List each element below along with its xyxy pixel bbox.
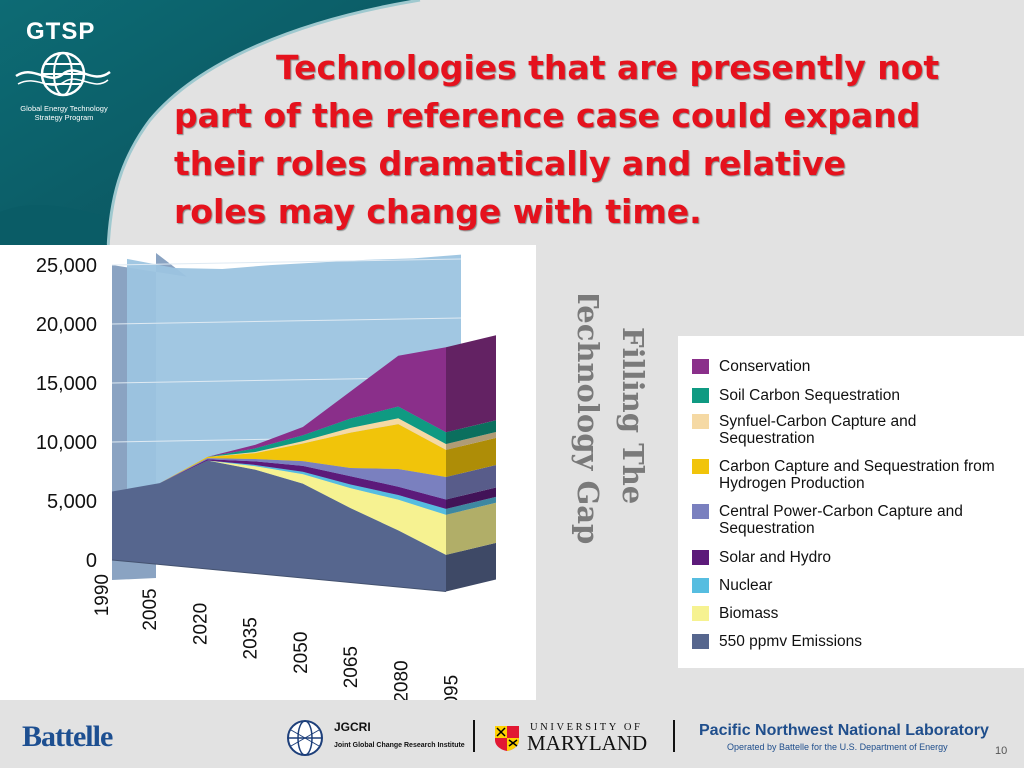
logo-subtitle-line-2: Strategy Program [34,113,94,122]
x-tick-label: 2080 [391,660,412,700]
y-tick-label: 0 [86,550,97,572]
area-side-solar-and-hydro [446,487,496,509]
legend-swatch [692,414,709,429]
side-caption-line-2: Technology Gap [571,295,605,544]
title-line-4: roles may change with time. [174,192,702,231]
footer-divider [473,720,475,752]
chart-floor-edge [111,559,447,592]
chart-legend: Conservation Soil Carbon Sequestration S… [678,336,1024,668]
legend-swatch [692,550,709,565]
legend-swatch [692,606,709,621]
y-tick-label: 5,000 [47,491,97,513]
stacked-area-chart: 0 5,000 10,000 15,000 20,000 25,000 1990 2005 20… [36,253,496,700]
legend-label: Synfuel-Carbon Capture and Sequestration [719,413,917,447]
area-side-soil-carbon-sequestration [446,420,496,444]
x-tick-label: 2065 [341,646,362,688]
x-tick-label: 1990 [92,574,113,616]
x-tick-label: 2020 [190,603,211,645]
footer-divider [673,720,675,752]
legend-label: Central Power-Carbon Capture and Sequest… [719,503,963,537]
legend-label: Biomass [719,605,779,622]
title-line-1: Technologies that are presently not [276,48,940,87]
area-side-conservation [446,335,496,433]
legend-label: Soil Carbon Sequestration [719,387,900,404]
jgcri-globe-icon [287,720,323,756]
y-tick-label: 20,000 [36,314,97,336]
x-tick-label: 2095 [442,675,463,700]
umd-university-of: UNIVERSITY OF [530,722,643,733]
legend-swatch [692,578,709,593]
logo-subtitle: Global Energy Technology Strategy Progra… [8,104,120,122]
gtsp-logo: GTSP [26,18,96,45]
legend-swatch [692,388,709,403]
area-side-biomass [446,502,496,555]
legend-label: Conservation [719,358,811,375]
legend-label: Carbon Capture and Sequestration from Hy… [719,458,995,492]
pnnl-title: Pacific Northwest National Laboratory [699,722,989,739]
x-tick-label: 2035 [241,617,262,659]
area-side-carbon-capture-and-sequestration-from-hydrogen-production [446,437,496,478]
header-swoosh [0,0,421,250]
area-series-soil-carbon-sequestration [112,406,446,492]
area-series-carbon-capture-and-sequestration-from-hydrogen-production [112,424,446,492]
x-tick-label: 2050 [291,632,312,674]
maryland-shield-icon [495,726,519,751]
y-tick-label: 10,000 [36,432,97,454]
y-tick-label: 25,000 [36,255,97,277]
slide-title: Technologies that are presently not part… [174,44,1014,236]
area-series-conservation [112,347,446,492]
area-series-biomass [112,460,446,555]
pnnl-subtitle: Operated by Battelle for the U.S. Depart… [727,742,948,752]
chart-panel: 0 5,000 10,000 15,000 20,000 25,000 1990 2005 20… [0,245,536,700]
title-line-3: their roles dramatically and relative [174,144,846,183]
area-side-synfuel-carbon-capture-and-sequestration [446,432,496,450]
jgcri-subtitle: Joint Global Change Research Institute [334,742,465,749]
battelle-logo: Battelle [22,720,113,753]
x-tick-label: 2005 [140,588,161,630]
jgcri-title: JGCRI [334,720,371,734]
legend-label: Nuclear [719,577,773,594]
page-number: 10 [995,745,1008,757]
area-side-central-power-carbon-capture-and-sequestration [446,465,496,500]
umd-maryland: MARYLAND [527,731,648,755]
legend-swatch [692,634,709,649]
area-side-550-ppmv-emissions [446,542,496,592]
legend-swatch [692,459,709,474]
title-line-2: part of the reference case could expand [174,96,921,135]
logo-subtitle-line-1: Global Energy Technology [20,104,108,113]
legend-swatch [692,504,709,519]
side-caption-line-1: Filling The [616,327,650,504]
area-series-central-power-carbon-capture-and-sequestration [112,458,446,500]
area-series-550-ppmv-emissions [112,460,446,592]
legend-label: Solar and Hydro [719,549,832,566]
globe-icon [15,51,111,97]
side-caption: Filling The Technology Gap [571,295,650,544]
area-side-nuclear [446,496,496,515]
gridline [111,317,462,325]
y-tick-label: 15,000 [36,373,97,395]
gridline [111,258,462,266]
area-series-solar-and-hydro [112,459,446,509]
legend-label: 550 ppmv Emissions [719,633,863,650]
legend-swatch [692,359,709,374]
